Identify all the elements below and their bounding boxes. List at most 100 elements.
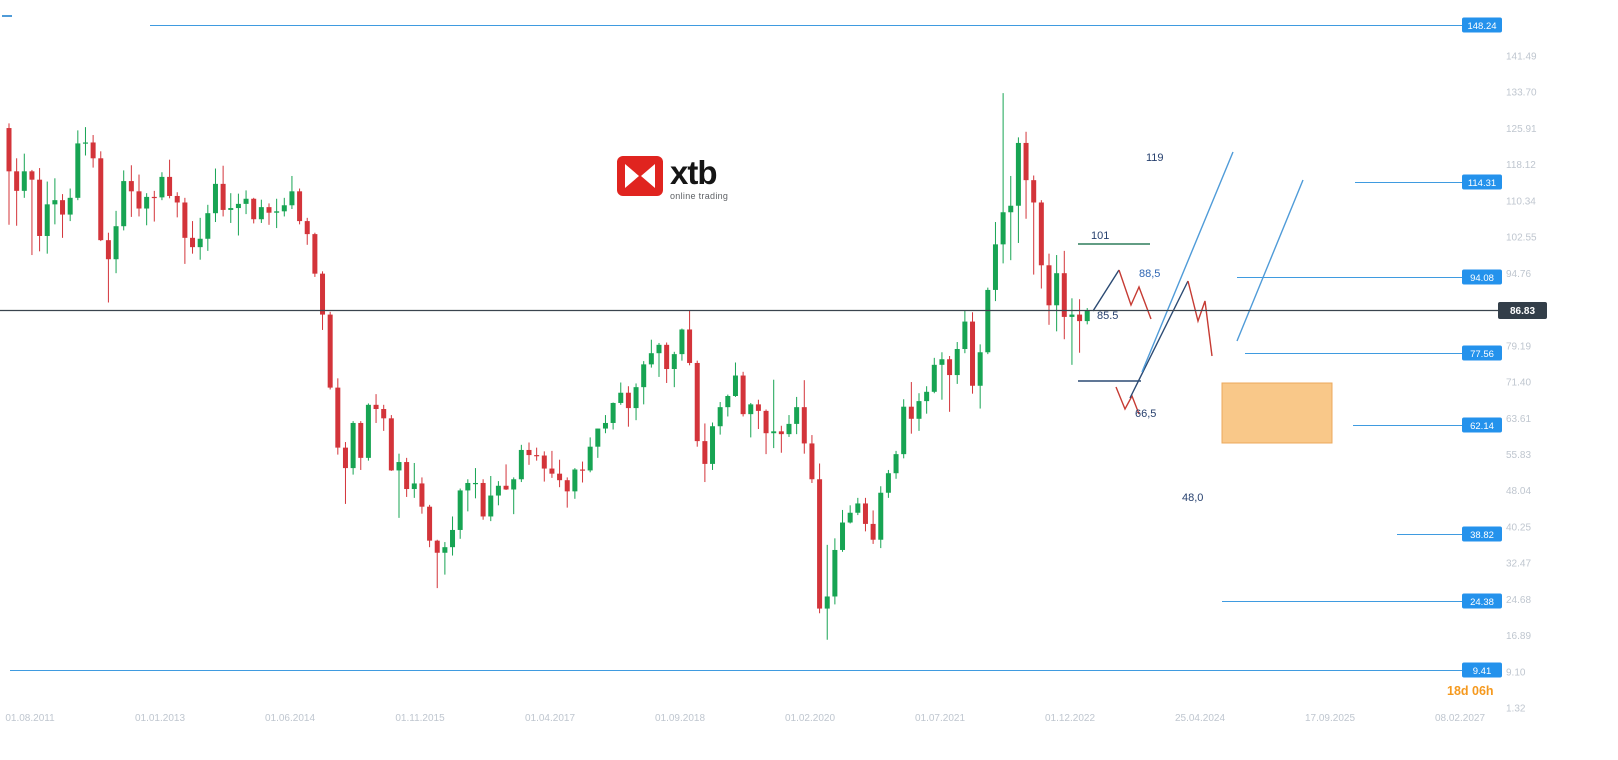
candle-body: [6, 128, 12, 172]
candle-body: [962, 321, 968, 350]
drawing-wave-down-3[interactable]: [1187, 280, 1213, 357]
y-axis-label: 40.25: [1506, 522, 1531, 533]
x-axis-label: 01.01.2013: [135, 713, 185, 724]
price-level-badge[interactable]: [1462, 593, 1502, 609]
candle-body: [809, 443, 815, 480]
candle-body: [1023, 142, 1029, 181]
candle-body: [732, 375, 738, 396]
candle-body: [304, 221, 310, 235]
y-axis-label: 125.91: [1506, 124, 1537, 135]
candle-body: [90, 142, 96, 159]
y-axis-label: 133.70: [1506, 88, 1537, 99]
supply-demand-zone[interactable]: [1221, 382, 1333, 444]
candle-body: [824, 596, 830, 609]
drawing-trendline-1[interactable]: [1141, 151, 1234, 373]
candle-body: [625, 392, 631, 409]
logo-tagline-text: online trading: [670, 191, 729, 201]
candle-body: [121, 181, 127, 227]
candle-body: [419, 483, 425, 507]
price-level-badge[interactable]: [1462, 417, 1502, 433]
price-level-badge[interactable]: [1462, 174, 1502, 190]
candle-body: [60, 200, 66, 215]
drawing-wave-down-2[interactable]: [1115, 386, 1140, 415]
y-axis-label: 48.04: [1506, 486, 1531, 497]
candle-body: [365, 404, 371, 458]
candle-body: [159, 176, 165, 198]
candle-body: [251, 198, 257, 220]
candle-body: [901, 406, 907, 455]
candle-body: [526, 449, 532, 456]
y-axis-label: 24.68: [1506, 595, 1531, 606]
candle-body: [710, 426, 716, 464]
price-level-badge-text: 77.56: [1470, 349, 1494, 360]
candle-countdown: 18d 06h: [1447, 684, 1494, 698]
candle-body: [342, 447, 348, 469]
candle-body: [274, 211, 280, 213]
price-level-badge[interactable]: [1462, 526, 1502, 542]
price-level-badge[interactable]: [1462, 269, 1502, 285]
candle-body: [320, 273, 326, 315]
price-level-badge[interactable]: [1462, 17, 1502, 33]
annotation-label[interactable]: 101: [1091, 230, 1109, 242]
candle-body: [373, 404, 379, 410]
candle-body: [212, 183, 218, 214]
x-axis-label: 25.04.2024: [1175, 713, 1225, 724]
candle-body: [174, 195, 180, 203]
candle-body: [847, 512, 853, 523]
candle-body: [702, 441, 708, 464]
candle-body: [442, 547, 448, 553]
candle-body: [37, 179, 43, 236]
candle-body: [534, 455, 540, 457]
candle-body: [924, 391, 930, 402]
candle-body: [167, 176, 173, 196]
candle-body: [235, 203, 241, 209]
candle-body: [128, 181, 134, 192]
drawing-wave-up-1[interactable]: [1092, 269, 1120, 312]
y-axis-label: 94.76: [1506, 269, 1531, 280]
candle-body: [495, 485, 501, 496]
candle-body: [618, 392, 624, 403]
candle-body: [1069, 314, 1075, 317]
candle-body: [151, 196, 157, 199]
candle-body: [648, 353, 654, 365]
candle-body: [564, 480, 570, 492]
price-level-badge[interactable]: [1462, 345, 1502, 361]
annotation-label[interactable]: 48,0: [1182, 492, 1203, 504]
candle-body: [656, 344, 662, 354]
candle-body: [801, 407, 807, 444]
x-axis-label: 01.04.2017: [525, 713, 575, 724]
drawing-wave-up-2[interactable]: [1129, 280, 1189, 399]
x-axis-label: 01.09.2018: [655, 713, 705, 724]
candle-body: [786, 423, 792, 435]
y-axis-label: 63.61: [1506, 414, 1531, 425]
price-level-badge-text: 62.14: [1470, 421, 1494, 432]
annotation-label[interactable]: 85.5: [1097, 310, 1118, 322]
drawing-wave-down-1[interactable]: [1118, 269, 1152, 320]
candle-body: [472, 482, 478, 485]
y-axis-label: 141.49: [1506, 52, 1537, 63]
annotation-label[interactable]: 88,5: [1139, 268, 1160, 280]
candle-body: [580, 469, 586, 471]
x-axis-label: 01.07.2021: [915, 713, 965, 724]
candle-body: [297, 191, 303, 222]
candle-body: [870, 523, 876, 540]
candle-body: [404, 462, 410, 490]
candle-body: [388, 418, 394, 471]
candle-body: [82, 142, 88, 144]
annotation-label[interactable]: 119: [1146, 152, 1164, 164]
candle-body: [503, 485, 509, 490]
y-axis-label: 102.55: [1506, 233, 1537, 244]
y-axis-label: 55.83: [1506, 450, 1531, 461]
candle-body: [266, 207, 272, 213]
price-level-badge[interactable]: [1462, 662, 1502, 678]
drawing-trendline-2[interactable]: [1236, 179, 1304, 342]
candle-body: [931, 364, 937, 392]
annotation-label[interactable]: 66,5: [1135, 408, 1156, 420]
candle-body: [243, 198, 249, 204]
candle-body: [358, 422, 364, 458]
x-axis-label: 01.08.2011: [5, 713, 55, 724]
candle-body: [771, 431, 777, 434]
candle-body: [488, 495, 494, 517]
candle-body: [687, 329, 693, 363]
